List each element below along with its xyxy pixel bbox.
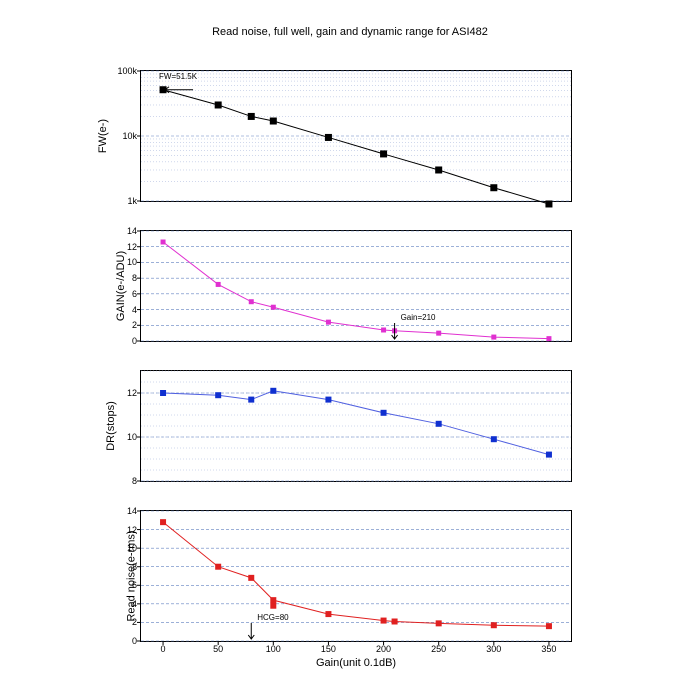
ylabel-gain: GAIN(e-/ADU)	[115, 251, 127, 321]
xlabel: Gain(unit 0.1dB)	[316, 657, 396, 669]
ytick-label: 6	[132, 580, 141, 590]
xtick-label: 300	[486, 641, 501, 654]
ytick-label: 10	[127, 432, 141, 442]
ylabel-fw: FW(e-)	[97, 119, 109, 153]
ytick-label: 2	[132, 320, 141, 330]
panel-rn: Read noise(e-rms)02468101214050100150200…	[140, 510, 572, 642]
ytick-label: 10	[127, 543, 141, 553]
ytick-label: 12	[127, 525, 141, 535]
ytick-label: 0	[132, 336, 141, 346]
ytick-label: 2	[132, 617, 141, 627]
xtick-label: 0	[161, 641, 166, 654]
plot-fw	[141, 71, 571, 201]
ytick-label: 12	[127, 242, 141, 252]
ytick-label: 8	[132, 476, 141, 486]
ytick-label: 100k	[117, 66, 141, 76]
annotation-fw: FW=51.5K	[159, 72, 197, 81]
plot-dr	[141, 371, 571, 481]
panel-fw: FW(e-)1k10k100kFW=51.5K	[140, 70, 572, 202]
ytick-label: 0	[132, 636, 141, 646]
annotation-gain: Gain=210	[401, 313, 436, 322]
annotation-rn: HCG=80	[257, 613, 288, 622]
plot-gain	[141, 231, 571, 341]
ytick-label: 8	[132, 273, 141, 283]
plot-rn	[141, 511, 571, 641]
ylabel-dr: DR(stops)	[105, 401, 117, 451]
ytick-label: 10k	[122, 131, 141, 141]
ytick-label: 10	[127, 257, 141, 267]
chart-area: FW(e-)1k10k100kFW=51.5K GAIN(e-/ADU)02468…	[140, 70, 570, 660]
xtick-label: 350	[541, 641, 556, 654]
xtick-label: 200	[376, 641, 391, 654]
ytick-label: 14	[127, 226, 141, 236]
ytick-label: 4	[132, 599, 141, 609]
page-title: Read noise, full well, gain and dynamic …	[0, 0, 700, 38]
xtick-label: 150	[321, 641, 336, 654]
ytick-label: 1k	[127, 196, 141, 206]
ytick-label: 8	[132, 562, 141, 572]
ytick-label: 6	[132, 289, 141, 299]
xtick-label: 50	[213, 641, 223, 654]
xtick-label: 100	[266, 641, 281, 654]
ytick-label: 12	[127, 388, 141, 398]
ytick-label: 4	[132, 305, 141, 315]
panel-dr: DR(stops)81012	[140, 370, 572, 482]
panel-gain: GAIN(e-/ADU)02468101214Gain=210	[140, 230, 572, 342]
xtick-label: 250	[431, 641, 446, 654]
ytick-label: 14	[127, 506, 141, 516]
